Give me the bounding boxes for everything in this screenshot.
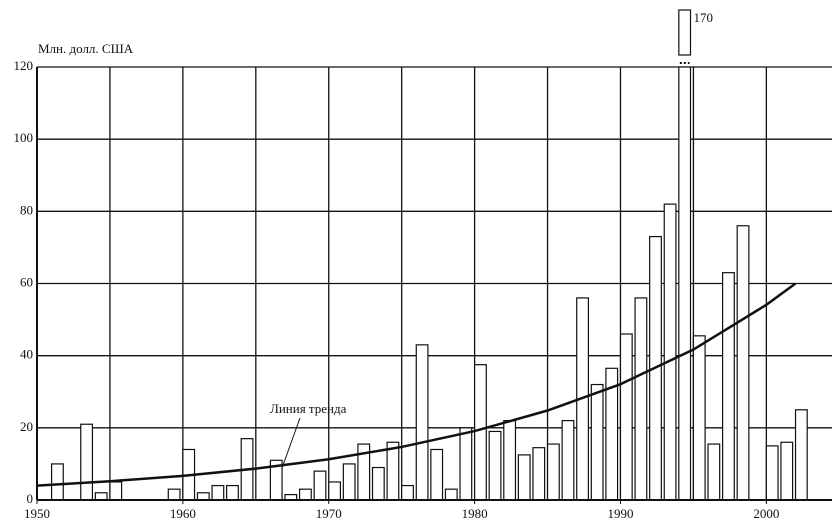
bar: [678, 66, 692, 501]
bar: [298, 488, 312, 501]
bar: [211, 484, 225, 501]
bar: [780, 441, 794, 501]
bar: [663, 203, 677, 501]
bar: [444, 488, 458, 501]
value-label: 170: [694, 10, 714, 25]
bar: [80, 423, 94, 501]
bar: [707, 443, 721, 501]
x-tick-label: 1980: [462, 506, 488, 521]
bar: [94, 492, 108, 501]
bar: [692, 335, 706, 501]
bar: [721, 272, 735, 501]
bar: [532, 447, 546, 501]
bar: [474, 364, 487, 501]
bar-overflow: [678, 9, 692, 56]
bar: [50, 463, 64, 501]
x-tick-label: 1960: [170, 506, 196, 521]
bar: [386, 441, 400, 501]
bar: [736, 225, 750, 501]
bar: [342, 463, 356, 501]
bar: [313, 470, 327, 501]
bar: [561, 420, 575, 501]
trend-pointer: [281, 417, 301, 469]
bar: [546, 443, 560, 501]
bar: [328, 481, 342, 501]
bar: [765, 445, 779, 501]
trend-line: [36, 282, 797, 487]
y-tick-label: 100: [14, 130, 34, 145]
y-tick-label: 80: [20, 202, 33, 217]
bar: [226, 484, 239, 501]
bar: [371, 466, 385, 501]
bar: [619, 333, 633, 501]
y-tick-label: 120: [14, 58, 34, 73]
x-tick-label: 1990: [607, 506, 633, 521]
bar: [634, 297, 648, 501]
y-tick-label: 20: [20, 419, 33, 434]
y-axis-label: Млн. долл. США: [38, 41, 134, 56]
bar: [590, 383, 604, 501]
bar: [794, 409, 808, 501]
x-tick-label: 2000: [753, 506, 779, 521]
bar: [167, 488, 181, 501]
trend-label: Линия тренда: [270, 401, 347, 416]
bar: [517, 454, 531, 501]
y-tick-label: 0: [27, 491, 34, 506]
x-tick-label: 1970: [316, 506, 342, 521]
y-tick-label: 60: [20, 274, 33, 289]
x-tick-label: 1950: [24, 506, 50, 521]
bar: [430, 448, 444, 501]
bar: [503, 420, 517, 501]
bar: [196, 492, 210, 501]
y-tick-label: 40: [20, 347, 33, 362]
bar: [109, 481, 123, 501]
bar: [415, 344, 429, 501]
bar: [488, 430, 502, 501]
bar: [459, 427, 473, 501]
bar: [401, 484, 414, 501]
